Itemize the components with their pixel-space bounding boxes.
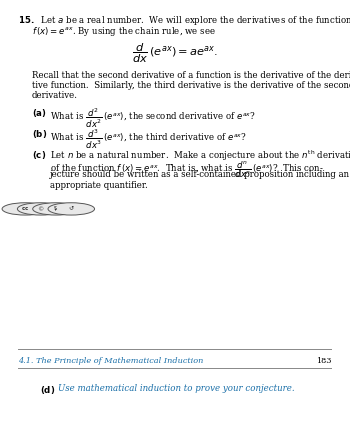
- Text: $\mathbf{cc}$: $\mathbf{cc}$: [21, 205, 29, 212]
- Text: Let $n$ be a natural number.  Make a conjecture about the $n^{\mathrm{th}}$ deri: Let $n$ be a natural number. Make a conj…: [50, 149, 350, 164]
- Text: 4.1. The Principle of Mathematical Induction: 4.1. The Principle of Mathematical Induc…: [18, 357, 203, 365]
- Text: $\mathbf{(d)}$: $\mathbf{(d)}$: [40, 384, 55, 396]
- Text: $\mathbf{(c)}$: $\mathbf{(c)}$: [32, 149, 46, 161]
- Text: Recall that the second derivative of a function is the derivative of the deriva-: Recall that the second derivative of a f…: [32, 72, 350, 81]
- Text: $\copyright$: $\copyright$: [37, 204, 44, 213]
- Text: What is $\dfrac{d^2}{dx^2}\,(e^{ax})$, the second derivative of $e^{ax}$?: What is $\dfrac{d^2}{dx^2}\,(e^{ax})$, t…: [50, 107, 256, 130]
- Text: $\dfrac{d}{dx}\,(e^{ax}) = ae^{ax}.$: $\dfrac{d}{dx}\,(e^{ax}) = ae^{ax}.$: [132, 41, 218, 65]
- Text: derivative.: derivative.: [32, 90, 78, 100]
- Text: of the function $f\,(x) = e^{ax}$.  That is, what is $\dfrac{d^n}{dx^n}\,(e^{ax}: of the function $f\,(x) = e^{ax}$. That …: [50, 159, 324, 180]
- Circle shape: [18, 203, 64, 215]
- Text: appropriate quantifier.: appropriate quantifier.: [50, 181, 148, 190]
- Text: $\circlearrowleft$: $\circlearrowleft$: [67, 205, 75, 212]
- Text: $f\,(x) = e^{ax}$. By using the chain rule, we see: $f\,(x) = e^{ax}$. By using the chain ru…: [32, 25, 216, 37]
- Text: $\mathbf{(a)}$: $\mathbf{(a)}$: [32, 107, 47, 119]
- Text: Use mathematical induction to prove your conjecture.: Use mathematical induction to prove your…: [58, 384, 295, 393]
- Text: jecture should be written as a self-contained proposition including an: jecture should be written as a self-cont…: [50, 170, 350, 179]
- Text: What is $\dfrac{d^3}{dx^3}\,(e^{ax})$, the third derivative of $e^{ax}$?: What is $\dfrac{d^3}{dx^3}\,(e^{ax})$, t…: [50, 128, 247, 152]
- Text: $\mathbf{15.}$  Let $a$ be a real number.  We will explore the derivatives of th: $\mathbf{15.}$ Let $a$ be a real number.…: [18, 14, 350, 27]
- Text: tive function.  Similarly, the third derivative is the derivative of the second: tive function. Similarly, the third deri…: [32, 81, 350, 90]
- Circle shape: [33, 203, 79, 215]
- Circle shape: [48, 203, 94, 215]
- Circle shape: [2, 203, 49, 215]
- Text: $\$\!\!\!\backslash$: $\$\!\!\!\backslash$: [54, 204, 58, 213]
- Text: $\mathbf{(b)}$: $\mathbf{(b)}$: [32, 128, 47, 140]
- Text: 183: 183: [316, 357, 332, 365]
